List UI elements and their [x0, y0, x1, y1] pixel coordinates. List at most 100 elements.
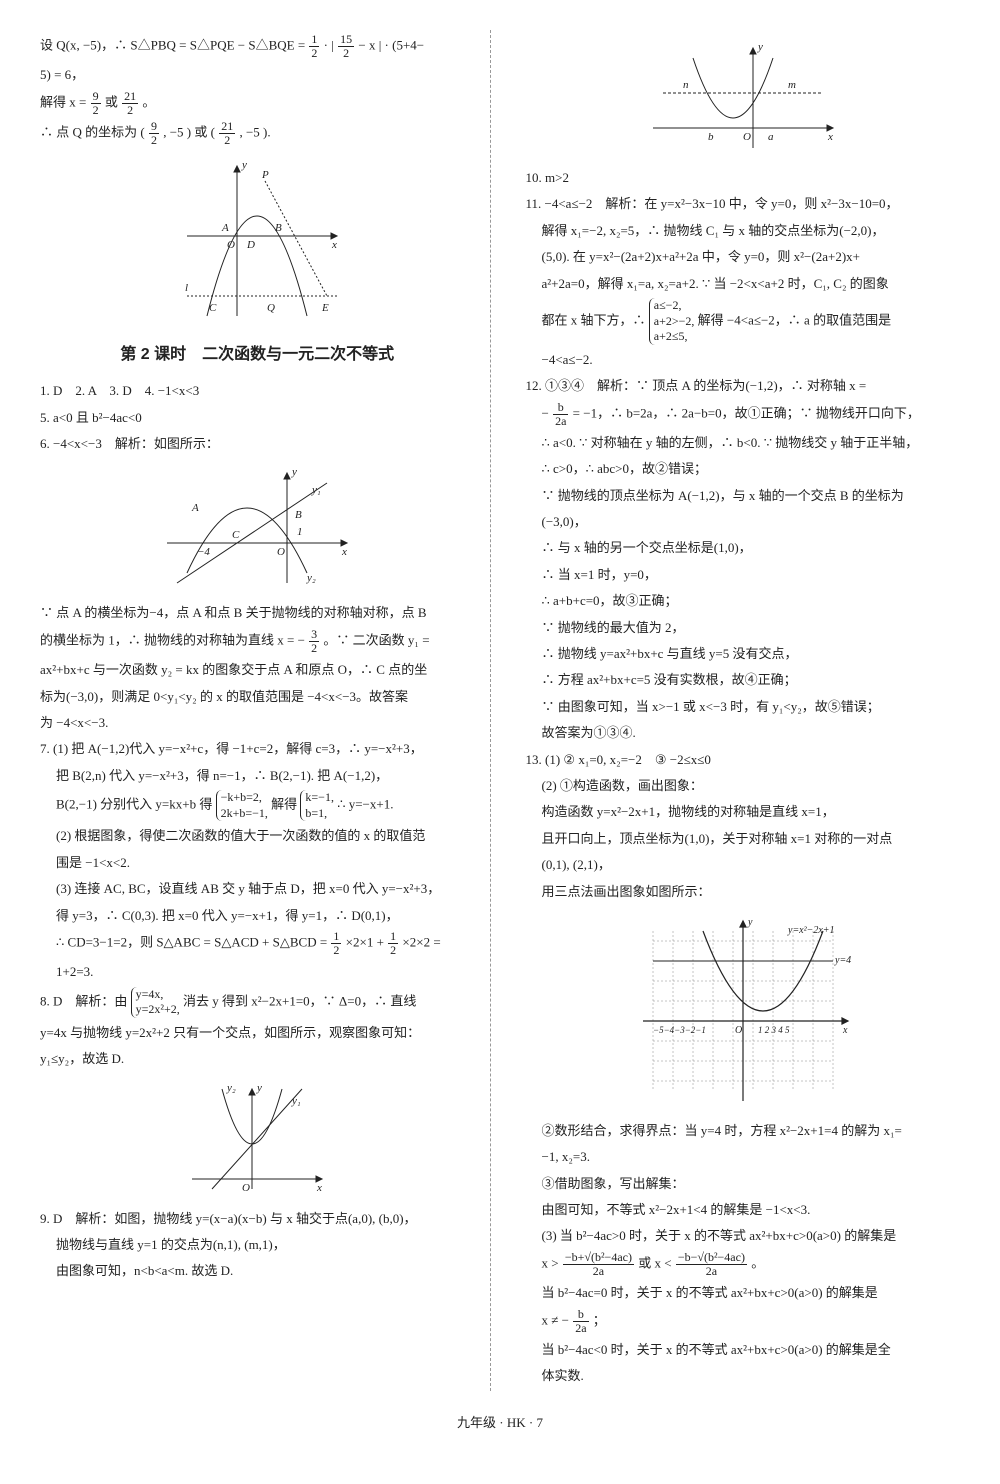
q7-l1: 7. (1) 把 A(−1,2)代入 y=−x²+c，得 −1+c=2，解得 c… [40, 737, 475, 760]
q12-l12: ∴ 方程 ax²+bx+c=5 没有实数根，故④正确； [526, 668, 961, 691]
q7-l4: (2) 根据图象，得使二次函数的值大于一次函数的值的 x 的取值范 [40, 824, 475, 847]
t: 都在 x 轴下方，∴ [542, 312, 649, 327]
q12-l13: ∵ 由图象可知，当 x>−1 或 x<−3 时，有 y₁<y₂，故⑤错误； [526, 695, 961, 718]
frac: −b−√(b²−4ac)2a [676, 1251, 747, 1278]
q7-l6: (3) 连接 AC, BC，设直线 AB 交 y 轴于点 D，把 x=0 代入 … [40, 877, 475, 900]
svg-text:a: a [768, 131, 774, 143]
t: a+2>−2, [654, 314, 695, 330]
frac: b2a [573, 1308, 588, 1335]
svg-text:y: y [256, 1082, 262, 1094]
t: 8. D 解析：由 [40, 993, 131, 1008]
svg-text:y: y [241, 159, 247, 171]
svg-text:y: y [757, 41, 763, 53]
t: = −1，∴ b=2a，∴ 2a−b=0，故①正确；∵ 抛物线开口向下， [573, 405, 920, 420]
t: y=2x²+2, [136, 1002, 180, 1018]
left-column: 设 Q(x, −5)，∴ S△PBQ = S△PQE − S△BQE = 12 … [40, 30, 491, 1391]
svg-text:O: O [735, 1025, 742, 1036]
t: ∴ y=−x+1. [337, 797, 393, 812]
svg-text:y=x²−2x+1: y=x²−2x+1 [787, 925, 835, 936]
q7-l9: 1+2=3. [40, 960, 475, 983]
frac: −b+√(b²−4ac)2a [563, 1251, 634, 1278]
q12-l7: ∴ 与 x 轴的另一个交点坐标是(1,0)， [526, 536, 961, 559]
q13-l16: 体实数. [526, 1364, 961, 1387]
page-columns: 设 Q(x, −5)，∴ S△PBQ = S△PQE − S△BQE = 12 … [40, 30, 960, 1391]
graph-grid-parabola-5: yy=x²−2x+1 y=4 −5−4−3−2−1 O 1 2 3 4 5 x [623, 911, 863, 1111]
t: − x | · (5+4− [358, 38, 424, 53]
svg-text:y: y [291, 466, 297, 478]
q12-l5: ∵ 抛物线的顶点坐标为 A(−1,2)，与 x 轴的一个交点 B 的坐标为 [526, 484, 961, 507]
t: ∴ 点 Q 的坐标为 ( [40, 125, 148, 140]
q11-l5: 都在 x 轴下方，∴ a≤−2, a+2>−2, a+2≤5, 解得 −4<a≤… [526, 298, 961, 345]
intro-line4: ∴ 点 Q 的坐标为 ( 92 , −5 ) 或 ( 212 , −5 ). [40, 120, 475, 147]
frac: 12 [331, 930, 341, 957]
q13-l8: −1, x₂=3. [526, 1145, 961, 1168]
svg-text:P: P [261, 169, 269, 181]
svg-text:x: x [316, 1182, 322, 1194]
q12-l6: (−3,0)， [526, 510, 961, 533]
t: 或 x < [638, 1256, 675, 1271]
page-footer: 九年级 · HK · 7 [40, 1411, 960, 1434]
q7-l3: B(2,−1) 分别代入 y=kx+b 得 −k+b=2, 2k+b=−1, 解… [40, 790, 475, 821]
t: , −5 ) 或 ( [163, 125, 218, 140]
t: 。 [142, 94, 155, 109]
right-column: y nm O bax 10. m>2 11. −4<a≤−2 解析：在 y=x²… [521, 30, 961, 1391]
t: k=−1, [305, 790, 334, 806]
q11-l1: 11. −4<a≤−2 解析：在 y=x²−3x−10 中，令 y=0，则 x²… [526, 192, 961, 215]
frac: 12 [309, 33, 319, 60]
svg-text:C: C [232, 529, 240, 541]
q12-l3: ∴ a<0. ∵ 对称轴在 y 轴的左侧，∴ b<0. ∵ 抛物线交 y 轴于正… [526, 431, 961, 454]
svg-text:B: B [295, 509, 302, 521]
q6-head: 6. −4<x<−3 解析：如图所示： [40, 432, 475, 455]
svg-text:D: D [246, 239, 255, 251]
t: 。 [751, 1256, 764, 1271]
q11-l6: −4<a≤−2. [526, 348, 961, 371]
q13-l1: 13. (1) ② x₁=0, x₂=−2 ③ −2≤x≤0 [526, 748, 961, 771]
svg-text:y₁: y₁ [291, 1095, 301, 1107]
t: 的横坐标为 1，∴ 抛物线的对称轴为直线 x = − [40, 633, 305, 648]
t: 。∵ 二次函数 y₁ = [323, 633, 429, 648]
t: − [542, 405, 549, 420]
q11-l2: 解得 x₁=−2, x₂=5，∴ 抛物线 C₁ 与 x 轴的交点坐标为(−2,0… [526, 219, 961, 242]
q13-l2: (2) ①构造函数，画出图象： [526, 774, 961, 797]
svg-text:O: O [743, 131, 751, 143]
frac: 92 [91, 90, 101, 117]
svg-text:b: b [708, 131, 714, 143]
t: x ≠ − [542, 1312, 569, 1327]
q5: 5. a<0 且 b²−4ac<0 [40, 406, 475, 429]
q13-l9: ③借助图象，写出解集： [526, 1172, 961, 1195]
frac: 152 [338, 33, 354, 60]
q1-4: 1. D 2. A 3. D 4. −1<x<3 [40, 379, 475, 402]
section-title: 第 2 课时 二次函数与一元二次不等式 [40, 341, 475, 370]
t: b=1, [305, 806, 334, 822]
t: −k+b=2, [221, 790, 268, 806]
svg-text:n: n [683, 79, 689, 91]
q12-l11: ∴ 抛物线 y=ax²+bx+c 与直线 y=5 没有交点， [526, 642, 961, 665]
svg-text:y: y [747, 917, 753, 928]
svg-text:x: x [827, 131, 833, 143]
q13-l5: (0,1), (2,1)， [526, 853, 961, 876]
t: 或 [105, 94, 121, 109]
q8-l3: y₁≤y₂，故选 D. [40, 1047, 475, 1070]
q8-l1: 8. D 解析：由 y=4x, y=2x²+2, 消去 y 得到 x²−2x+1… [40, 987, 475, 1018]
q6-l4: 标为(−3,0)，则满足 0<y₁<y₂ 的 x 的取值范围是 −4<x<−3。… [40, 685, 475, 708]
svg-text:1: 1 [297, 526, 303, 538]
case: y=4x, y=2x²+2, [131, 987, 180, 1018]
t: , −5 ). [239, 125, 270, 140]
q12-l9: ∴ a+b+c=0，故③正确； [526, 589, 961, 612]
q6-l3: ax²+bx+c 与一次函数 y₂ = kx 的图象交于点 A 和原点 O，∴ … [40, 658, 475, 681]
intro-line3: 解得 x = 92 或 212 。 [40, 90, 475, 117]
frac: 12 [388, 930, 398, 957]
case: −k+b=2, 2k+b=−1, [216, 790, 268, 821]
frac: 32 [309, 628, 319, 655]
frac: 92 [149, 120, 159, 147]
q9-l1: 9. D 解析：如图，抛物线 y=(x−a)(x−b) 与 x 轴交于点(a,0… [40, 1207, 475, 1230]
q9-l2: 抛物线与直线 y=1 的交点为(n,1), (m,1)， [40, 1233, 475, 1256]
q13-l13: 当 b²−4ac=0 时，关于 x 的不等式 ax²+bx+c>0(a>0) 的… [526, 1281, 961, 1304]
frac: b2a [553, 401, 568, 428]
t: ∴ CD=3−1=2，则 S△ABC = S△ACD + S△BCD = [56, 935, 330, 950]
t: ×2×1 + [346, 935, 388, 950]
t: y=4x, [136, 987, 180, 1003]
q13-l6: 用三点法画出图象如图所示： [526, 880, 961, 903]
graph-parabola-1: yP AB ODx l CQE [167, 156, 347, 326]
intro-line1: 设 Q(x, −5)，∴ S△PBQ = S△PQE − S△BQE = 12 … [40, 33, 475, 60]
